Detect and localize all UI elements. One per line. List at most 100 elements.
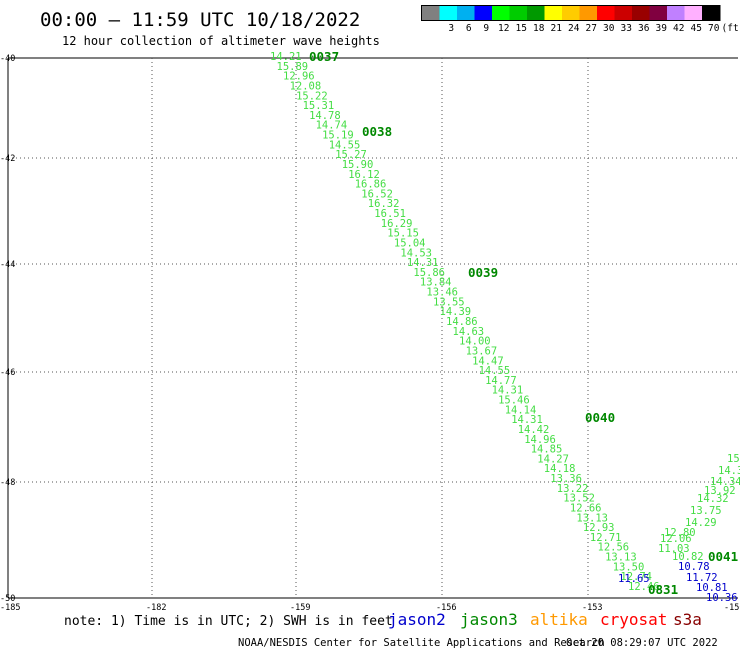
swh-point: 13.13	[576, 512, 608, 524]
legend-swatch	[562, 6, 580, 20]
legend-label: 36	[638, 23, 650, 34]
swh-point: 14.34	[710, 476, 740, 488]
footer-timestamp: Oct 20 08:29:07 UTC 2022	[566, 637, 718, 649]
swh-point: 14.47	[472, 355, 504, 367]
legend-swatch	[439, 6, 457, 20]
swh-point: 14.14	[505, 404, 537, 416]
swh-point: 12.08	[290, 80, 322, 92]
legend-swatch	[544, 6, 562, 20]
legend-swatch	[474, 6, 492, 20]
swh-point: 15.15	[387, 228, 419, 240]
swh-point: 14.21	[270, 51, 302, 63]
legend-swatch	[649, 6, 667, 20]
legend-label: 27	[586, 23, 597, 34]
x-tick-label: -185	[0, 603, 20, 613]
x-tick-label: -153	[582, 603, 602, 613]
swh-point: 14.27	[537, 453, 569, 465]
chart-title: 00:00 – 11:59 UTC 10/18/2022	[40, 9, 360, 31]
swh-point: 12.46	[628, 581, 660, 593]
swh-point: 14.39	[440, 306, 472, 318]
time-label: 0040	[585, 410, 615, 425]
y-tick-label: -42	[0, 154, 15, 164]
legend-label: 33	[621, 23, 632, 34]
swh-point: 14.74	[316, 120, 348, 132]
swh-point-jason2: 10.78	[678, 561, 710, 573]
legend-label: 45	[691, 23, 702, 34]
swh-point: 15.86	[413, 267, 445, 279]
swh-point-jason2: 10.81	[696, 582, 728, 594]
satellite-name: s3a	[673, 610, 702, 629]
legend-label: 30	[603, 23, 615, 34]
swh-point: 14.78	[309, 110, 341, 122]
swh-point: 14.31	[407, 257, 439, 269]
legend-label: 15	[516, 23, 527, 34]
swh-point: 14.31	[492, 385, 524, 397]
swh-point: 14.96	[524, 434, 556, 446]
x-tick-label: -150	[724, 603, 740, 613]
swh-point: 15.19	[322, 130, 354, 142]
legend-label: 21	[551, 23, 563, 34]
swh-point: 15.27	[335, 149, 367, 161]
legend-swatch	[579, 6, 597, 20]
data-points: 14.2115.8912.9612.0815.2215.3114.7814.74…	[270, 49, 740, 604]
satellite-name: cryosat	[600, 610, 667, 629]
legend-swatch	[457, 6, 475, 20]
swh-point: 13.84	[420, 277, 452, 289]
swh-point: 13.50	[613, 561, 645, 573]
legend-swatch	[684, 6, 702, 20]
swh-point: 13.92	[704, 485, 736, 497]
legend-label: 12	[498, 23, 509, 34]
time-label: 0039	[468, 265, 498, 280]
swh-point: 14.63	[453, 326, 485, 338]
swh-point-jason2: 11.65	[618, 573, 650, 585]
swh-point: 16.32	[368, 198, 400, 210]
swh-point: 13.52	[563, 493, 595, 505]
swh-point: 14.55	[329, 139, 361, 151]
swh-point: 13.75	[690, 505, 722, 517]
x-tick-label: -156	[436, 603, 456, 613]
legend-swatch	[614, 6, 632, 20]
swh-point-jason2: 11.72	[686, 572, 718, 584]
swh-point: 15.	[727, 453, 740, 465]
swh-point: 16.51	[374, 208, 406, 220]
legend-swatch	[632, 6, 650, 20]
swh-point: 15.90	[342, 159, 374, 171]
swh-point: 14.85	[531, 444, 563, 456]
legend-swatch	[492, 6, 510, 20]
x-tick-label: -159	[290, 603, 310, 613]
swh-point: 12.71	[590, 532, 622, 544]
legend-label: 39	[656, 23, 668, 34]
swh-point: 15.22	[296, 90, 328, 102]
satellite-name: jason3	[460, 610, 518, 629]
swh-point: 15.04	[394, 238, 426, 250]
legend-label: 42	[673, 23, 684, 34]
y-tick-label: -44	[0, 260, 15, 270]
swh-point: 15.46	[498, 395, 530, 407]
swh-point: 14.00	[459, 336, 491, 348]
footer-credit: NOAA/NESDIS Center for Satellite Applica…	[238, 637, 605, 649]
swh-point: 14.55	[479, 365, 511, 377]
y-tick-label: -50	[0, 594, 15, 604]
swh-point: 16.86	[355, 179, 387, 191]
legend-swatch	[702, 6, 720, 20]
legend-frame	[421, 5, 721, 21]
swh-point: 14.18	[544, 463, 576, 475]
time-label: 0041	[708, 549, 738, 564]
legend-swatch	[597, 6, 615, 20]
swh-point: 13.13	[605, 552, 637, 564]
time-label: 0831	[648, 582, 678, 597]
satellite-legend: jason2 jason3 altika cryosat s3a	[388, 610, 702, 629]
swh-point-jason2: 10.36	[706, 592, 738, 604]
swh-point: 12.56	[598, 542, 630, 554]
legend-label: 9	[483, 23, 489, 34]
swh-point: 14.86	[446, 316, 478, 328]
swh-point: 13.55	[433, 296, 465, 308]
swh-point: 12.96	[283, 71, 315, 83]
swh-point: 12.06	[660, 533, 692, 545]
plot-grid	[7, 57, 738, 599]
legend-label: 70	[708, 23, 720, 34]
swh-point: 13.46	[426, 287, 458, 299]
swh-point: 15.89	[277, 61, 309, 73]
